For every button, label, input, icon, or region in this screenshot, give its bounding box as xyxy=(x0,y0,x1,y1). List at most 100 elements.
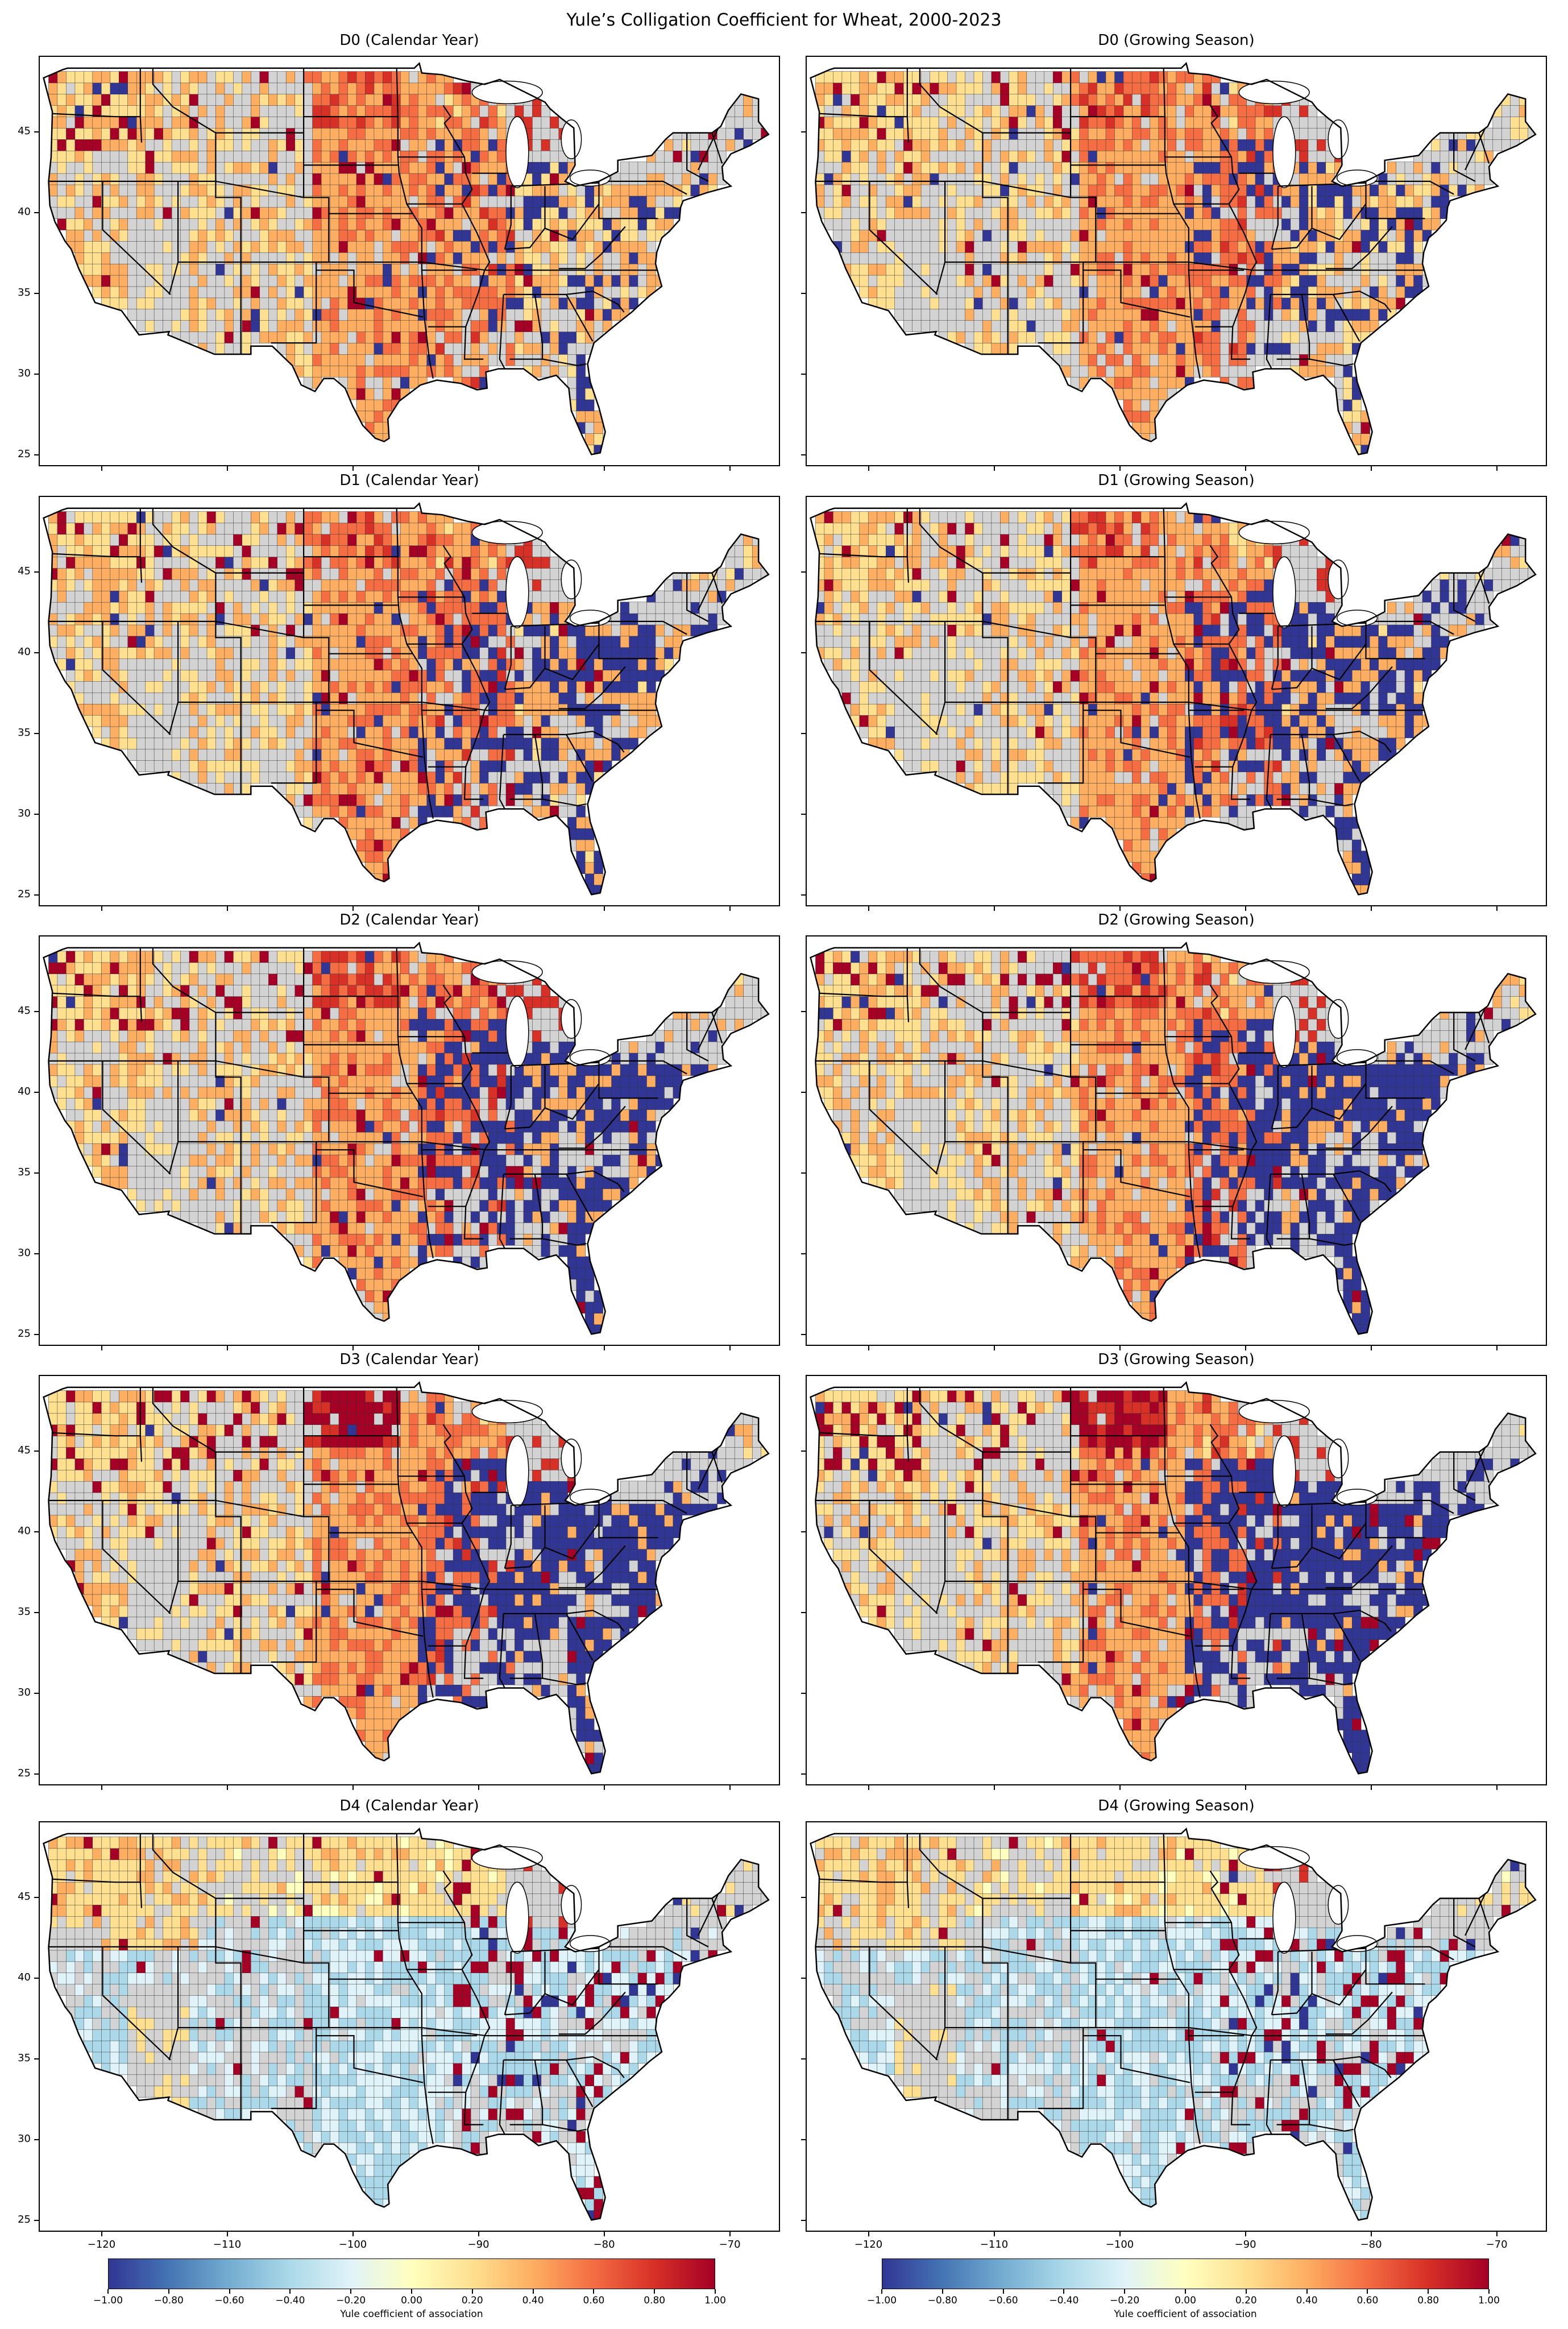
county-cell xyxy=(224,320,234,332)
county-cell xyxy=(550,150,559,163)
county-cell xyxy=(488,150,498,163)
county-cell xyxy=(453,613,463,625)
county-cell xyxy=(171,511,181,524)
county-cell xyxy=(1325,218,1335,230)
county-cell xyxy=(356,749,366,761)
county-cell xyxy=(400,760,410,772)
county-cell xyxy=(365,624,375,637)
county-cell xyxy=(982,218,992,230)
county-cell xyxy=(462,669,471,682)
county-cell xyxy=(1193,331,1203,343)
county-cell xyxy=(233,602,243,614)
county-cell xyxy=(488,354,498,366)
county-cell xyxy=(400,263,410,276)
county-cell xyxy=(1193,173,1203,185)
county-cell xyxy=(206,82,217,95)
county-cell xyxy=(409,207,418,219)
county-cell xyxy=(1281,320,1291,332)
county-cell xyxy=(110,624,119,637)
county-cell xyxy=(110,556,119,569)
county-cell xyxy=(118,534,128,546)
county-cell xyxy=(1185,150,1194,163)
county-cell xyxy=(1123,196,1133,208)
county-cell xyxy=(1413,173,1423,185)
county-cell xyxy=(1387,218,1397,230)
county-cell xyxy=(859,184,869,197)
county-cell xyxy=(365,511,375,524)
county-cell xyxy=(1097,161,1106,174)
county-cell xyxy=(383,669,392,682)
county-cell xyxy=(118,286,128,299)
county-cell xyxy=(215,523,225,535)
county-cell xyxy=(833,139,843,151)
county-cell xyxy=(145,669,155,682)
county-cell xyxy=(435,105,445,117)
county-cell xyxy=(991,105,1001,117)
county-cell xyxy=(426,624,436,637)
county-cell xyxy=(418,737,428,750)
county-cell xyxy=(277,161,287,174)
county-cell xyxy=(321,794,331,806)
county-cell xyxy=(1264,161,1274,174)
county-cell xyxy=(1061,354,1071,366)
county-cell xyxy=(171,297,181,310)
county-cell xyxy=(912,263,922,276)
county-cell xyxy=(171,567,181,580)
county-cell xyxy=(391,218,401,230)
county-cell xyxy=(110,692,119,704)
county-cell xyxy=(558,184,568,197)
county-cell xyxy=(956,286,966,299)
county-cell xyxy=(558,703,568,716)
county-cell xyxy=(330,286,339,299)
county-cell xyxy=(1079,139,1089,151)
county-cell xyxy=(1299,116,1309,129)
county-cell xyxy=(180,173,190,185)
county-cell xyxy=(294,613,304,625)
county-cell xyxy=(1202,184,1212,197)
county-cell xyxy=(859,71,869,84)
county-cell xyxy=(215,94,225,106)
county-cell xyxy=(462,556,471,569)
county-cell xyxy=(1299,286,1309,299)
county-cell xyxy=(947,82,957,95)
county-cell xyxy=(1114,309,1124,321)
county-cell xyxy=(1009,342,1018,355)
county-cell xyxy=(1026,263,1036,276)
county-cell xyxy=(1158,150,1168,163)
county-cell xyxy=(1255,263,1265,276)
county-cell xyxy=(1211,320,1221,332)
county-cell xyxy=(1044,241,1053,253)
county-cell xyxy=(470,354,480,366)
county-cell xyxy=(602,218,612,230)
county-cell xyxy=(824,207,834,219)
county-cell xyxy=(233,567,243,580)
county-cell xyxy=(497,184,507,197)
county-cell xyxy=(251,275,260,287)
county-cell xyxy=(347,715,357,727)
county-cell xyxy=(418,127,428,140)
county-cell xyxy=(1378,263,1388,276)
county-cell xyxy=(1193,105,1203,117)
county-cell xyxy=(374,715,384,727)
county-cell xyxy=(885,286,895,299)
county-cell xyxy=(418,365,428,378)
county-cell xyxy=(163,127,172,140)
county-cell xyxy=(1510,127,1520,140)
county-cell xyxy=(1246,139,1256,151)
county-cell xyxy=(374,150,384,163)
county-cell xyxy=(303,263,313,276)
county-cell xyxy=(92,681,102,693)
county-cell xyxy=(1061,116,1071,129)
county-cell xyxy=(383,534,392,546)
county-cell xyxy=(294,275,304,287)
county-cell xyxy=(462,342,471,355)
county-cell xyxy=(92,703,102,716)
county-cell xyxy=(532,602,542,614)
county-cell xyxy=(938,127,948,140)
county-cell xyxy=(1167,218,1177,230)
county-cell xyxy=(567,263,577,276)
county-cell xyxy=(259,94,269,106)
county-cell xyxy=(409,737,418,750)
county-cell xyxy=(48,579,58,591)
county-cell xyxy=(1123,263,1133,276)
